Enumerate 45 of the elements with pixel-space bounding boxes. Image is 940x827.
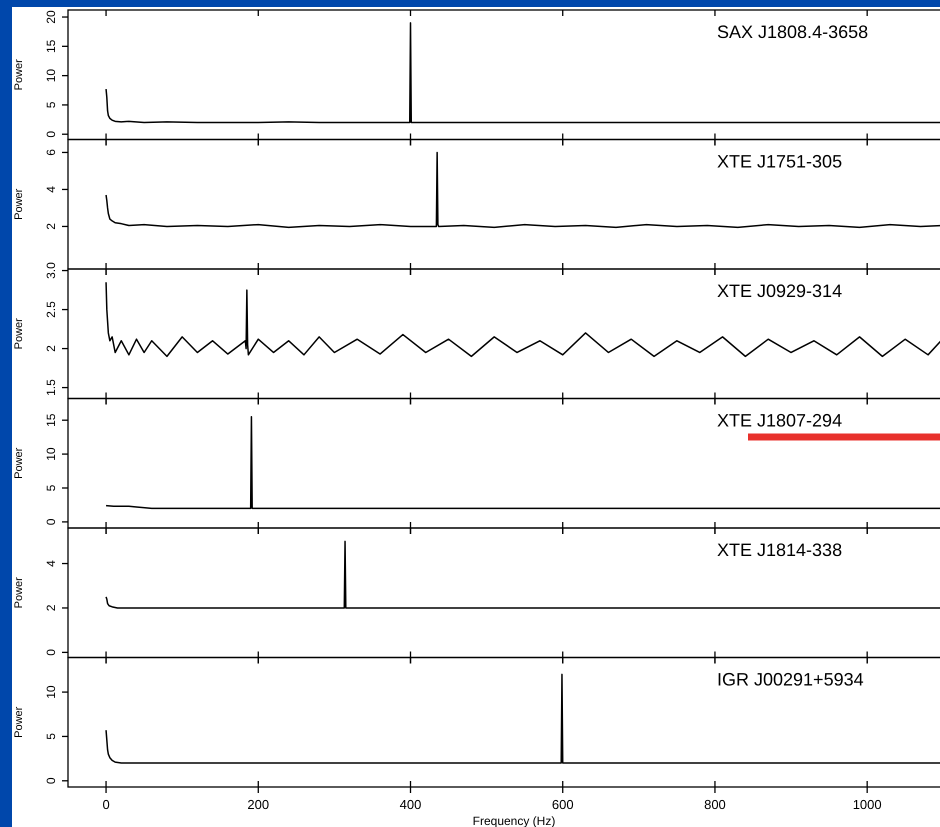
x-tick-label: 400: [400, 797, 422, 812]
x-tick-label: 800: [704, 797, 726, 812]
y-axis-title: Power: [13, 576, 25, 608]
legend-label: IGR J00291+5934: [717, 670, 864, 690]
y-tick-label: 10: [44, 447, 58, 461]
line-series: [105, 282, 940, 358]
y-tick-label: 10: [44, 685, 58, 699]
y-tick-label: 6: [44, 148, 58, 156]
y-tick-label: 20: [44, 10, 58, 24]
y-tick-label: 0: [44, 518, 58, 526]
x-tick-label: 0: [102, 797, 110, 812]
y-tick-label: 4: [44, 560, 58, 567]
legend-label: XTE J1807-294: [717, 410, 842, 430]
y-tick-label: 1.5: [44, 378, 58, 396]
y-axis-title: Power: [13, 58, 25, 90]
line-series: [105, 22, 940, 124]
y-tick-label: 2: [44, 344, 58, 352]
y-tick-label: 4: [44, 186, 58, 193]
y-tick-label: 2.5: [44, 300, 58, 318]
y-tick-label: 2: [44, 604, 58, 612]
y-tick-label: 5: [44, 101, 58, 108]
y-tick-label: 5: [44, 484, 58, 492]
legend-label: XTE J1814-338: [717, 540, 842, 560]
x-tick-label: 600: [552, 797, 574, 812]
y-tick-label: 15: [44, 39, 58, 54]
y-tick-label: 0: [44, 130, 58, 138]
y-axis-title: Power: [13, 706, 25, 738]
x-tick-label: 200: [247, 797, 270, 812]
y-tick-label: 10: [44, 68, 58, 82]
legend-label: XTE J0929-314: [717, 281, 842, 301]
line-series: [105, 540, 940, 609]
y-axis-title: Power: [13, 318, 25, 350]
y-tick-label: 0: [44, 777, 58, 784]
line-series: [105, 152, 940, 228]
legend-label: SAX J1808.4-3658: [717, 22, 868, 42]
y-tick-label: 3.0: [44, 262, 58, 279]
x-tick-label: 1000: [852, 797, 882, 812]
y-tick-label: 5: [44, 732, 58, 740]
y-axis-title: Power: [13, 188, 25, 220]
y-tick-label: 15: [44, 413, 58, 427]
y-tick-label: 2: [44, 222, 58, 230]
line-series: [105, 674, 940, 764]
y-axis-title: Power: [13, 447, 25, 479]
legend-label: XTE J1751-305: [717, 152, 842, 172]
y-tick-label: 0: [44, 648, 58, 656]
